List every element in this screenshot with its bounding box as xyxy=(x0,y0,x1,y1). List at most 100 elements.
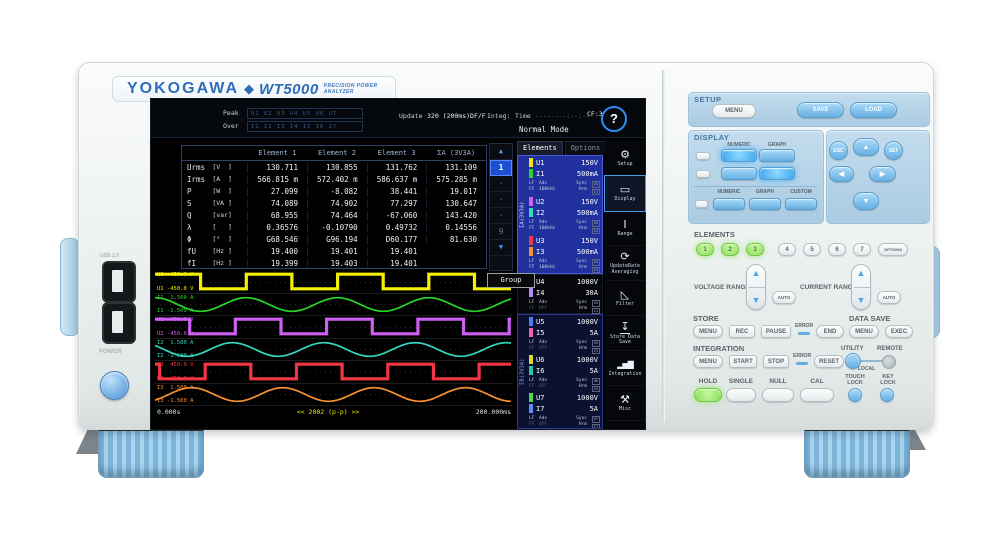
arrow-down-button[interactable]: ▼ xyxy=(853,192,879,210)
element-key-2[interactable]: 2 xyxy=(721,243,739,256)
element-block[interactable]: U4 1000V I4 30A LF FF Adv OFF Sync Hrm U4 I4 xyxy=(527,275,602,314)
element-key-7[interactable]: 7 xyxy=(853,243,871,256)
page-navigator[interactable]: ▲ 1 · · · 9 ▼ xyxy=(489,143,513,271)
element-key-6[interactable]: 6 xyxy=(828,243,846,256)
display3-indicator-key[interactable] xyxy=(695,200,708,208)
channel-name: U3 xyxy=(536,236,545,245)
page-current[interactable]: 1 xyxy=(490,160,512,176)
arrow-right-button[interactable]: ▶ xyxy=(869,166,896,182)
element-block[interactable]: U3 150V I3 500mA LF FF Adv 100kHz Sync Hrm U3 I3 xyxy=(527,234,602,273)
display3-custom-key[interactable] xyxy=(785,198,817,210)
display1-indicator-key[interactable] xyxy=(696,152,710,160)
element-key-options[interactable]: OPTIONS xyxy=(878,243,908,256)
menu-filter[interactable]: ◺ Filter xyxy=(605,281,645,316)
save-button[interactable]: SAVE xyxy=(797,102,844,118)
page-dot[interactable]: · xyxy=(490,192,512,208)
display3-graph-key[interactable] xyxy=(749,198,781,210)
sync-source-badge: I5 xyxy=(591,347,600,354)
rocker-up-icon[interactable]: ▲ xyxy=(751,268,761,278)
element-key-3[interactable]: 3 xyxy=(746,243,764,256)
channel-color-swatch xyxy=(529,393,533,402)
channel-color-swatch xyxy=(529,158,533,167)
integration-stop-button[interactable]: STOP xyxy=(763,355,789,368)
cal-button[interactable] xyxy=(800,388,834,402)
rocker-down-icon[interactable]: ▼ xyxy=(751,295,761,305)
local-label: LOCAL xyxy=(858,366,876,372)
channel-range: 150V xyxy=(581,158,598,167)
display2-indicator-key[interactable] xyxy=(696,170,710,178)
load-button[interactable]: LOAD xyxy=(850,102,897,118)
element-block[interactable]: U1 150V I1 500mA LF FF Adv 100kHz Sync Hrm U1 I1 xyxy=(527,156,602,195)
group-button[interactable]: Group xyxy=(487,273,535,288)
tab-elements[interactable]: Elements xyxy=(517,141,563,155)
time-start: 0.000s xyxy=(157,408,181,416)
esc-button[interactable]: ESC xyxy=(829,141,848,160)
channel-color-swatch xyxy=(529,355,533,364)
menu-display[interactable]: ▭ Display xyxy=(604,175,646,212)
usb-port-2[interactable] xyxy=(102,302,136,344)
element-block[interactable]: U2 150V I2 500mA LF FF Adv 100kHz Sync Hrm U2 I2 xyxy=(527,195,602,234)
channel-name: U1 xyxy=(536,158,545,167)
integration-menu-button[interactable]: MENU xyxy=(693,355,723,368)
channel-color-swatch xyxy=(529,404,533,413)
data-save-menu-button[interactable]: MENU xyxy=(849,325,879,338)
page-dot[interactable]: · xyxy=(490,208,512,224)
element-block[interactable]: U6 1000V I6 5A LF FF Adv OFF Sync Hrm U6 I6 xyxy=(527,353,602,392)
remote-led xyxy=(882,355,896,369)
element-block[interactable]: U5 1000V I5 5A LF FF Adv OFF Sync Hrm U5 I5 xyxy=(527,315,602,354)
screen[interactable]: Peak Over U1 U2 U3 U4 U5 U6 U7 I1 I2 I3 … xyxy=(150,98,646,430)
store-menu-button[interactable]: MENU xyxy=(693,325,723,338)
store-rec-button[interactable]: REC xyxy=(729,325,755,338)
screen-menu: ⚙ Setup ▭ Display Ⅰ Range ⟳ UpdateRate Avera… xyxy=(604,141,646,429)
null-button[interactable] xyxy=(762,388,794,402)
rocker-up-icon[interactable]: ▲ xyxy=(856,268,866,278)
store-pause-button[interactable]: PAUSE xyxy=(761,325,791,338)
setup-menu-button[interactable]: MENU xyxy=(712,104,756,118)
rocker-down-icon[interactable]: ▼ xyxy=(856,295,866,305)
menu-integration[interactable]: ▂▅▇ Integration xyxy=(605,351,645,386)
element-key-4[interactable]: 4 xyxy=(778,243,796,256)
tab-options[interactable]: Options xyxy=(564,141,607,155)
page-down-icon[interactable]: ▼ xyxy=(490,240,512,256)
menu-update-averaging[interactable]: ⟳ UpdateRate Averaging xyxy=(605,246,645,281)
usb-port-1[interactable] xyxy=(102,261,136,303)
display2-numeric-key[interactable] xyxy=(721,167,757,180)
display1-numeric-key[interactable] xyxy=(721,149,757,162)
power-button[interactable] xyxy=(100,371,129,400)
voltage-range-rocker[interactable]: ▲ ▼ xyxy=(746,264,766,310)
integration-start-button[interactable]: START xyxy=(729,355,757,368)
channel-range: 5A xyxy=(589,328,598,337)
help-icon[interactable]: ? xyxy=(601,106,627,132)
voltage-auto-button[interactable]: AUTO xyxy=(772,291,796,304)
side-handle-left[interactable] xyxy=(60,238,80,336)
sync-source-badge: U2 xyxy=(591,220,600,227)
menu-store-data-save[interactable]: ↧ Store Data Save xyxy=(605,316,645,351)
hold-button[interactable] xyxy=(694,388,722,402)
set-button[interactable]: SET xyxy=(884,141,903,160)
arrow-up-button[interactable]: ▲ xyxy=(853,138,879,156)
element-key-5[interactable]: 5 xyxy=(803,243,821,256)
display3-numeric-key[interactable] xyxy=(713,198,745,210)
utility-button[interactable] xyxy=(845,353,861,369)
store-end-button[interactable]: END xyxy=(816,325,844,338)
channel-name: I1 xyxy=(536,169,545,178)
page-last[interactable]: 9 xyxy=(490,224,512,240)
display2-graph-key[interactable] xyxy=(759,167,795,180)
element-block[interactable]: U7 1000V I7 5A LF FF Adv OFF Sync Hrm U7 I7 xyxy=(527,391,602,428)
display1-graph-key[interactable] xyxy=(759,149,795,162)
arrow-left-button[interactable]: ◀ xyxy=(829,166,854,182)
key-lock-button[interactable] xyxy=(880,388,894,402)
integration-reset-button[interactable]: RESET xyxy=(814,355,844,368)
element-group-b: ΣB(3V3A) U5 1000V I5 5A LF FF Adv OFF Sync Hrm U… xyxy=(517,314,603,429)
touch-lock-button[interactable] xyxy=(848,388,862,402)
page-dot[interactable]: · xyxy=(490,176,512,192)
menu-setup[interactable]: ⚙ Setup xyxy=(605,141,645,176)
current-auto-button[interactable]: AUTO xyxy=(877,291,901,304)
element-key-1[interactable]: 1 xyxy=(696,243,714,256)
menu-range[interactable]: Ⅰ Range xyxy=(605,211,645,246)
menu-misc[interactable]: ⚒ Misc xyxy=(605,386,645,421)
data-save-exec-button[interactable]: EXEC xyxy=(885,325,913,338)
current-range-rocker[interactable]: ▲ ▼ xyxy=(851,264,871,310)
page-up-icon[interactable]: ▲ xyxy=(490,144,512,160)
single-button[interactable] xyxy=(726,388,756,402)
